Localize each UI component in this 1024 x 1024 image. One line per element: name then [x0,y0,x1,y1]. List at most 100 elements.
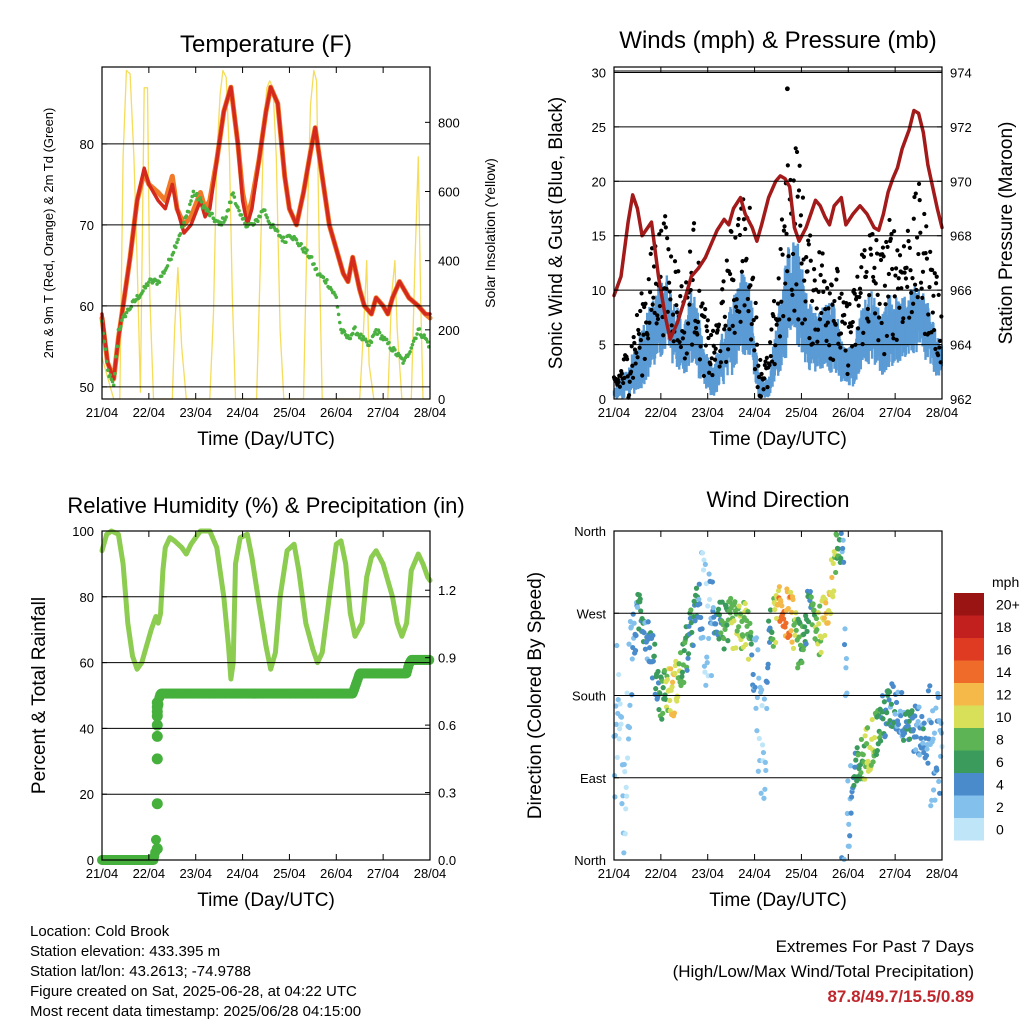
gust-point [901,316,906,321]
y-tick-label: 20 [592,174,606,189]
direction-point [626,724,633,731]
direction-point [634,604,641,610]
dewpoint-point [224,215,228,219]
gust-point [737,309,742,314]
direction-point [886,689,893,695]
gust-point [917,198,922,203]
direction-point [713,621,719,627]
direction-point [937,790,943,796]
gust-point [846,363,851,368]
direction-point [916,704,922,710]
y-right-tick-label: 0.0 [438,853,456,868]
gust-point [786,254,791,259]
dewpoint-point [169,257,173,262]
colorbar-label: 12 [996,686,1012,702]
gust-point [775,301,781,306]
direction-point [823,600,829,606]
gust-point [882,352,887,357]
gust-point [939,314,944,319]
colorbar-title: mph [992,574,1019,590]
extremes-box: Extremes For Past 7 Days (High/Low/Max W… [673,934,974,1009]
chart-panel-temperature: Temperature (F)50607080020040060080021/0… [41,31,498,450]
direction-point [851,782,857,789]
direction-point [614,642,620,649]
direction-point [821,615,827,621]
dewpoint-point [104,359,109,364]
gust-point [885,244,890,250]
y-right-axis-label: Station Pressure (Maroon) [996,122,1017,345]
direction-point [748,629,754,635]
gust-point [733,304,739,309]
y-tick-label: 100 [72,524,94,539]
dewpoint-point [103,347,108,352]
y-tick-label: North [574,853,606,868]
dewpoint-point [124,310,129,315]
dewpoint-point [323,281,328,285]
gust-point [930,310,935,315]
gust-point [705,318,710,323]
gust-point [906,239,911,244]
gust-point [777,317,782,322]
gust-point [799,261,804,266]
direction-point [613,721,619,727]
y-tick-label: 40 [80,721,94,736]
gust-point [880,245,886,250]
gust-point [752,367,758,372]
gust-point [827,343,832,348]
direction-point [629,656,635,662]
gust-point [778,246,783,252]
gust-point [899,286,904,291]
direction-point [706,635,712,642]
gust-point [682,356,687,361]
dewpoint-point [113,371,117,376]
x-tick-label: 27/04 [879,405,912,420]
direction-point [637,596,643,602]
dewpoint-point [241,216,246,221]
x-tick-label: 24/04 [226,405,259,420]
dewpoint-point [188,202,192,207]
gust-point [855,326,861,331]
dewpoint-point [175,240,179,245]
direction-point [650,658,656,664]
direction-point [766,618,772,624]
colorbar-label: 18 [996,619,1012,635]
gust-point [924,256,930,261]
gust-point [924,224,929,229]
gust-point [651,295,656,300]
direction-point [693,585,700,591]
dewpoint-point [182,220,186,225]
y-tick-label: 50 [80,380,94,395]
gust-point [874,238,879,243]
direction-point [923,752,930,759]
y-tick-label: 15 [592,229,606,244]
y-axis-label: Percent & Total Rainfall [29,597,50,794]
gust-point [635,355,640,360]
chart-title: Temperature (F) [180,31,352,58]
direction-point [805,619,812,625]
gust-point [858,290,863,296]
direction-point [858,770,864,776]
direction-point [618,721,624,727]
y-right-tick-label: 0 [438,392,445,407]
gust-point [884,239,889,245]
gust-point [794,149,800,155]
direction-point [772,607,778,613]
gust-point [838,345,843,350]
direction-point [919,713,925,720]
dewpoint-point [350,331,355,336]
direction-point [743,642,749,648]
y-right-tick-label: 400 [438,254,460,269]
gust-point [727,327,732,332]
y-right-tick-label: 600 [438,185,460,200]
x-axis-label: Time (Day/UTC) [709,429,847,450]
y-tick-label: 30 [592,65,606,80]
colorbar-swatch [954,683,984,706]
direction-point [758,790,764,796]
gust-point [928,249,933,254]
direction-point [781,616,787,622]
gust-point [927,285,932,290]
gust-point [832,298,837,304]
direction-point [699,550,706,556]
y-right-tick-label: 200 [438,323,460,338]
y-tick-label: 0 [599,392,606,407]
